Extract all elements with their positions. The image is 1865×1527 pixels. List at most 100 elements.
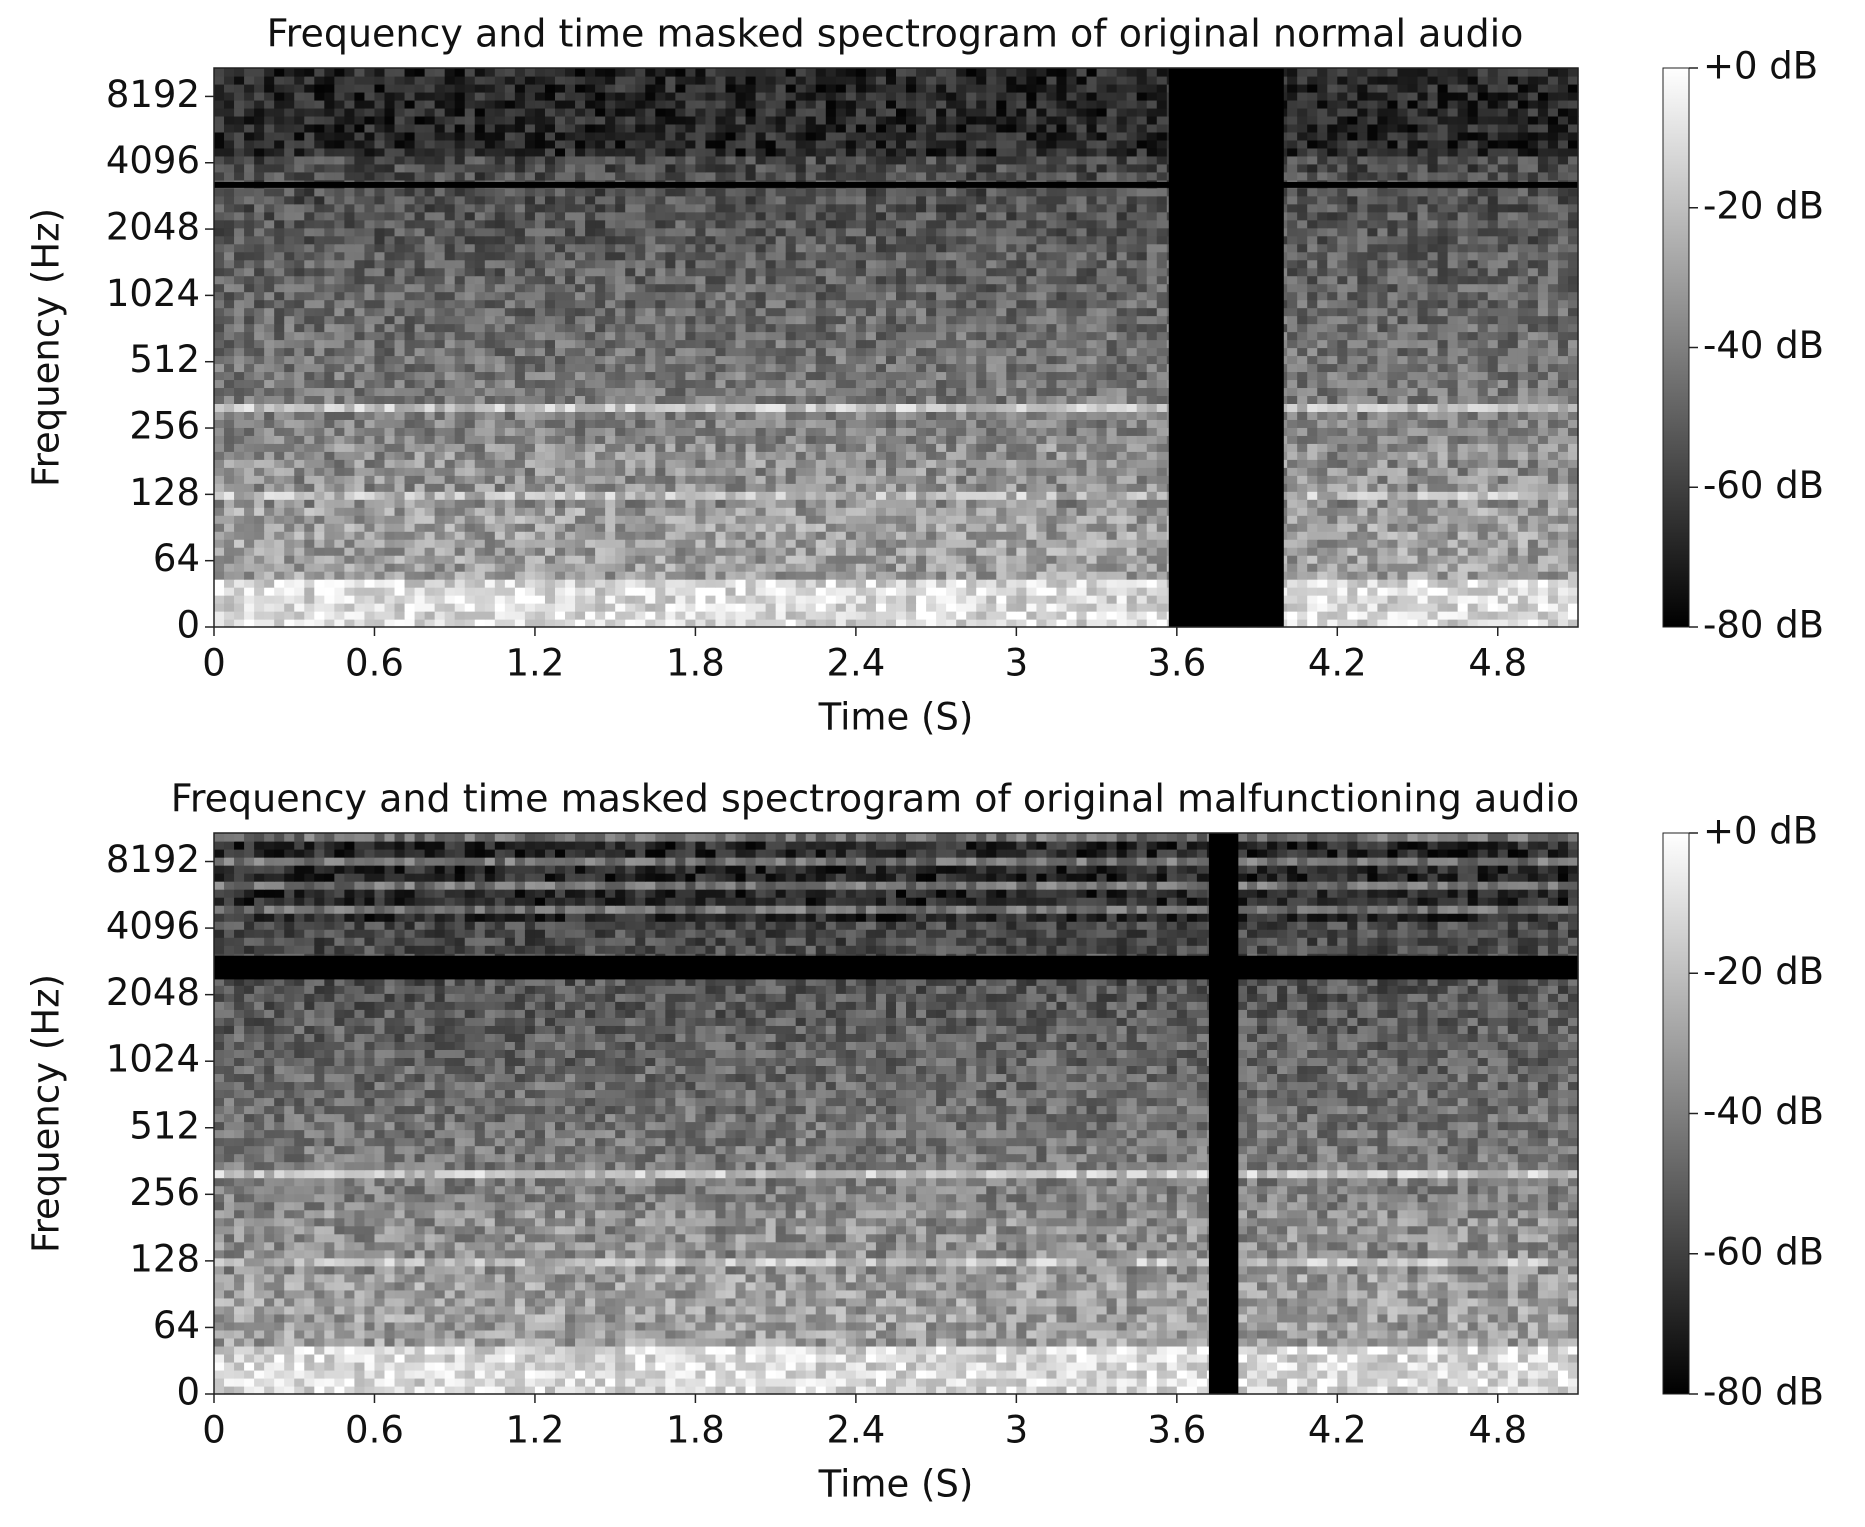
spectrogram-cell (565, 467, 576, 476)
spectrogram-cell (454, 427, 466, 436)
spectrogram-cell (1106, 587, 1118, 596)
spectrogram-cell (885, 523, 897, 532)
spectrogram-cell (1427, 443, 1439, 452)
spectrogram-cell (555, 587, 566, 596)
spectrogram-cell (986, 475, 997, 484)
spectrogram-cell (1337, 411, 1348, 420)
spectrogram-cell (374, 571, 386, 580)
spectrogram-cell (705, 451, 717, 460)
spectrogram-cell (464, 523, 476, 532)
spectrogram-cell (725, 451, 737, 460)
spectrogram-cell (785, 475, 797, 484)
spectrogram-cell (494, 515, 506, 524)
spectrogram-cell (986, 427, 997, 436)
spectrogram-cell (514, 371, 526, 381)
spectrogram-cell (735, 411, 747, 420)
spectrogram-cell (1477, 459, 1489, 468)
spectrogram-cell (434, 515, 446, 524)
spectrogram-cell (234, 603, 245, 612)
spectrogram-cell (234, 507, 245, 516)
spectrogram-cell (1367, 403, 1379, 412)
spectrogram-cell (645, 451, 656, 460)
spectrogram-cell (224, 363, 235, 373)
spectrogram-cell (1076, 579, 1088, 588)
spectrogram-cell (595, 579, 606, 588)
spectrogram-cell (214, 563, 225, 572)
spectrogram-cell (1096, 443, 1108, 452)
spectrogram-cell (936, 395, 947, 404)
spectrogram-cell (1076, 331, 1088, 341)
spectrogram-cell (1407, 339, 1419, 349)
spectrogram-cell (1507, 363, 1519, 373)
spectrogram-cell (1317, 531, 1328, 540)
spectrogram-cell (254, 603, 265, 612)
spectrogram-cell (1497, 355, 1509, 365)
spectrogram-cell (966, 579, 977, 588)
spectrogram-cell (1327, 347, 1338, 357)
spectrogram-cell (264, 491, 275, 500)
spectrogram-cell (916, 403, 927, 412)
spectrogram-cell (996, 419, 1007, 428)
spectrogram-cell (1417, 571, 1429, 580)
spectrogram-cell (1547, 395, 1559, 404)
spectrogram-cell (805, 411, 817, 420)
spectrogram-cell (524, 483, 536, 492)
spectrogram-cell (615, 587, 626, 596)
spectrogram-cell (986, 355, 997, 365)
spectrogram-cell (565, 499, 576, 508)
spectrogram-cell (1146, 491, 1158, 500)
spectrogram-cell (845, 531, 857, 540)
spectrogram-cell (755, 403, 767, 412)
spectrogram-cell (1547, 587, 1559, 596)
spectrogram-cell (625, 603, 636, 612)
spectrogram-cell (1457, 539, 1469, 548)
spectrogram-cell (795, 435, 807, 444)
spectrogram-cell (284, 611, 295, 620)
spectrogram-cell (264, 427, 275, 436)
spectrogram-cell (926, 483, 937, 492)
spectrogram-cell (524, 515, 536, 524)
spectrogram-cell (1567, 587, 1579, 596)
spectrogram-cell (454, 587, 466, 596)
spectrogram-cell (705, 587, 717, 596)
spectrogram-cell (645, 427, 656, 436)
spectrogram-cell (1407, 515, 1419, 524)
spectrogram-cell (1347, 411, 1358, 420)
spectrogram-cell (334, 619, 345, 628)
spectrogram-cell (1056, 355, 1068, 365)
spectrogram-cell (605, 531, 616, 540)
spectrogram-cell (845, 507, 857, 516)
spectrogram-cell (575, 499, 586, 508)
spectrogram-cell (665, 619, 676, 628)
spectrogram-cell (1487, 531, 1499, 540)
spectrogram-cell (1537, 587, 1549, 596)
spectrogram-cell (855, 555, 867, 564)
spectrogram-cell (665, 403, 676, 412)
spectrogram-cell (815, 339, 827, 349)
spectrogram-cell (534, 371, 546, 381)
spectrogram-cell (524, 363, 536, 373)
spectrogram-cell (1507, 499, 1519, 508)
spectrogram-cell (1467, 475, 1479, 484)
spectrogram-cell (354, 387, 366, 397)
spectrogram-cell (494, 531, 506, 540)
spectrogram-cell (1527, 555, 1539, 564)
spectrogram-cell (1467, 347, 1479, 357)
spectrogram-cell (1367, 523, 1379, 532)
spectrogram-cell (1527, 611, 1539, 620)
spectrogram-cell (454, 459, 466, 468)
spectrogram-cell (1447, 499, 1459, 508)
spectrogram-cell (404, 579, 416, 588)
spectrogram-cell (1146, 579, 1158, 588)
spectrogram-cell (595, 339, 606, 349)
spectrogram-cell (504, 563, 516, 572)
spectrogram-cell (214, 523, 225, 532)
spectrogram-cell (926, 403, 937, 412)
spectrogram-cell (976, 523, 987, 532)
spectrogram-cell (1317, 483, 1328, 492)
spectrogram-cell (1527, 411, 1539, 420)
spectrogram-cell (1036, 547, 1048, 556)
spectrogram-cell (685, 467, 697, 476)
spectrogram-cell (434, 619, 446, 628)
spectrogram-cell (735, 619, 747, 628)
